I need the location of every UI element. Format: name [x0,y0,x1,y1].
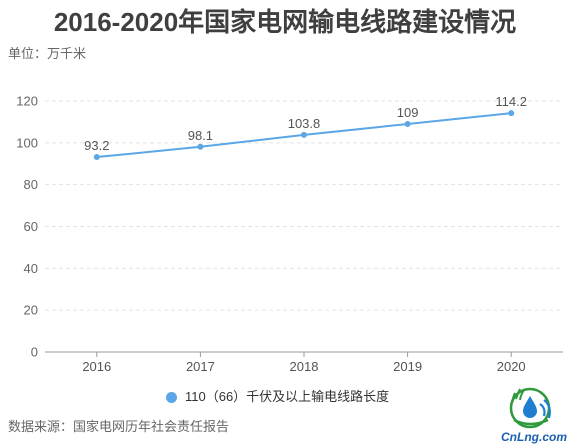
legend-marker [166,391,177,403]
data-point [93,154,100,161]
source-note: 数据来源：国家电网历年社会责任报告 [8,419,230,434]
site-logo: CnLng.com [501,387,567,444]
legend-label: 110（66）千伏及以上输电线路长度 [185,389,390,404]
data-label: 98.1 [188,128,213,143]
data-point [197,143,204,150]
y-tick-label: 100 [16,135,38,150]
y-tick-label: 40 [24,261,38,276]
y-tick-label: 120 [16,94,38,109]
x-tick-label: 2020 [497,359,526,374]
logo-text: CnLng.com [501,430,567,444]
x-tick-label: 2018 [290,359,319,374]
data-point [301,131,307,138]
unit-label: 单位：万千米 [8,46,87,61]
data-point [508,110,515,117]
data-label: 93.2 [84,138,109,153]
data-label: 103.8 [288,116,321,131]
logo-emblem-icon [509,387,551,429]
x-tick-label: 2016 [82,359,111,374]
x-tick-label: 2019 [393,359,422,374]
data-label: 114.2 [495,94,527,109]
chart-legend: 110（66）千伏及以上输电线路长度 [166,389,389,405]
chart-title: 2016-2020年国家电网输电线路建设情况 [53,7,517,37]
data-label: 109 [397,105,419,120]
y-tick-label: 20 [24,303,38,318]
y-tick-label: 60 [24,219,38,234]
x-tick-label: 2017 [186,359,215,374]
data-point [404,121,411,128]
y-tick-label: 80 [24,177,38,192]
y-tick-label: 0 [31,345,38,360]
